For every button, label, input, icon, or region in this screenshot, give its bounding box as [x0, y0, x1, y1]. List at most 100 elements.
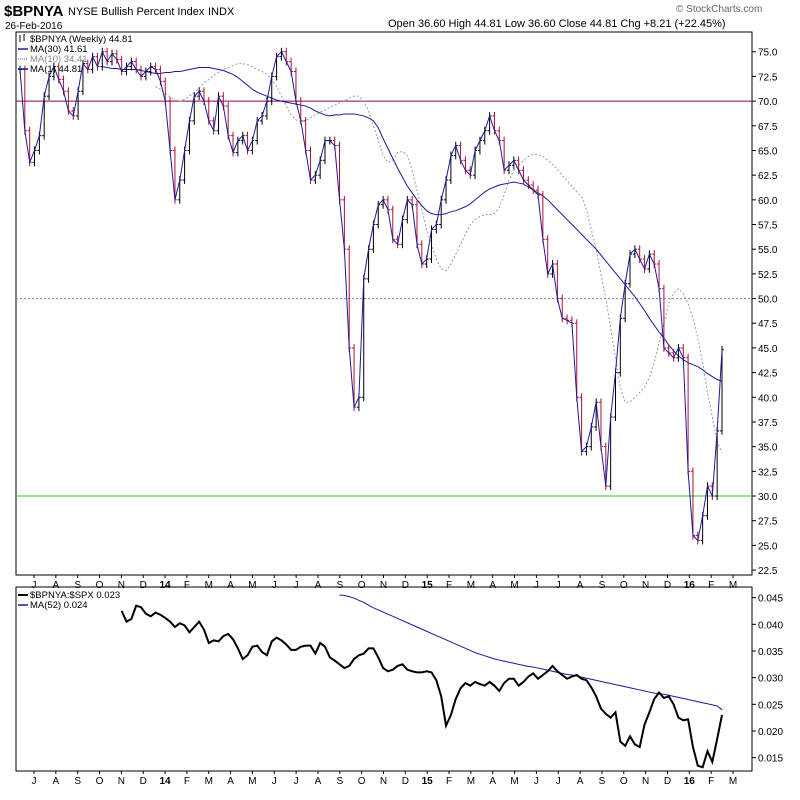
x-tick-label: D — [664, 776, 671, 787]
legend-label: $BPNYA (Weekly) 44.81 — [30, 34, 133, 45]
x-tick-label: J — [32, 776, 37, 787]
ohlc-bar — [690, 467, 695, 540]
ohlc-bar — [284, 47, 289, 66]
y-tick-label: 25.0 — [758, 541, 778, 552]
y-tick-label: 75.0 — [758, 48, 778, 59]
x-tick-label: M — [510, 580, 518, 591]
legend-label: MA(30) 41.61 — [30, 44, 88, 55]
ratio-line — [120, 604, 723, 769]
legend-label: $BPNYA:$SPX 0.023 — [30, 590, 120, 601]
y-tick-label: 65.0 — [758, 146, 778, 157]
ohlc-bar — [313, 171, 318, 185]
x-tick-label: O — [96, 776, 104, 787]
x-tick-label: O — [358, 580, 366, 591]
lower-panel: 0.045 0.040 0.035 0.030 0.025 0.020 0.015 — [15, 586, 783, 772]
legend-label: MA(52) 0.024 — [30, 600, 88, 611]
x-tick-label: A — [577, 580, 584, 591]
x-tick-label: N — [118, 776, 125, 787]
x-tick-label: 14 — [160, 580, 172, 591]
y-tick-label: 47.5 — [758, 319, 778, 330]
exchange: INDX — [208, 6, 235, 18]
x-tick-label: F — [184, 580, 190, 591]
y-tick-label: 55.0 — [758, 245, 778, 256]
x-tick-label: N — [118, 580, 125, 591]
x-tick-label: M — [248, 580, 256, 591]
ohlc-bar — [347, 245, 352, 352]
x-tick-label: A — [53, 580, 60, 591]
y-tick-label: 0.030 — [758, 674, 783, 685]
y-tick-label: 45.0 — [758, 344, 778, 355]
x-axis: J J A A S S O O N N D D 14 14 F F M M A A M M J J J J A A S S O O N N D D 15… — [32, 575, 737, 787]
x-tick-label: 15 — [422, 776, 434, 787]
x-tick-label: O — [620, 776, 628, 787]
chart-date: 26-Feb-2016 — [5, 21, 63, 32]
x-tick-label: M — [729, 580, 737, 591]
x-tick-label: J — [32, 580, 37, 591]
index-name: NYSE Bullish Percent Index — [68, 6, 205, 18]
ohlc-bar — [516, 156, 521, 175]
watermark: © StockCharts.com — [676, 4, 763, 15]
lower-panel-border — [15, 586, 753, 772]
x-tick-label: A — [489, 776, 496, 787]
x-tick-label: S — [336, 580, 343, 591]
x-tick-label: F — [184, 776, 190, 787]
y-tick-label: 30.0 — [758, 492, 778, 503]
x-tick-label: A — [489, 580, 496, 591]
ohlc-summary: Open 36.60 High 44.81 Low 36.60 Close 44… — [388, 18, 726, 30]
main-panel-border — [15, 31, 753, 576]
ohlc-bar — [148, 62, 153, 76]
y-tick-label: 62.5 — [758, 171, 778, 182]
x-tick-label: 16 — [684, 776, 696, 787]
legend-label: MA(10) 34.41 — [30, 54, 88, 65]
x-tick-label: J — [272, 580, 277, 591]
ohlc-bar — [22, 65, 27, 135]
ohlc-bar — [720, 345, 724, 435]
x-tick-label: J — [534, 776, 539, 787]
x-tick-label: M — [205, 776, 213, 787]
x-tick-label: S — [599, 776, 606, 787]
y-tick-label: 60.0 — [758, 196, 778, 207]
x-tick-label: A — [315, 776, 322, 787]
y-tick-label: 57.5 — [758, 221, 778, 232]
legend-item: MA(52) 0.024 — [18, 600, 88, 611]
x-tick-label: F — [446, 776, 452, 787]
x-tick-label: A — [315, 580, 322, 591]
y-tick-label: 52.5 — [758, 270, 778, 281]
x-tick-label: N — [642, 580, 649, 591]
x-tick-label: A — [53, 776, 60, 787]
x-tick-label: J — [556, 580, 561, 591]
y-tick-label: 0.045 — [758, 594, 783, 605]
y-tick-label: 67.5 — [758, 122, 778, 133]
x-tick-label: M — [248, 776, 256, 787]
legend-label: MA(1) 44.81 — [30, 64, 82, 75]
ma52-line — [339, 594, 723, 711]
x-tick-label: S — [336, 776, 343, 787]
ohlc-bar — [109, 49, 114, 66]
y-tick-label: 0.035 — [758, 647, 783, 658]
ma10-line — [155, 63, 723, 453]
x-tick-label: J — [294, 776, 299, 787]
y-tick-label: 50.0 — [758, 295, 778, 306]
ohlc-bar — [574, 319, 579, 402]
x-tick-label: N — [380, 776, 387, 787]
y-tick-label: 42.5 — [758, 369, 778, 380]
ma30-line — [102, 66, 723, 382]
y-tick-label: 27.5 — [758, 517, 778, 528]
legend-item: MA(30) 41.61 — [18, 44, 88, 55]
ohlc-bar — [114, 49, 119, 64]
ohlc-bar — [715, 426, 720, 500]
ohlc-bar — [260, 111, 265, 125]
ohlc-bar — [361, 274, 366, 402]
x-tick-label: S — [74, 580, 81, 591]
x-tick-label: O — [620, 580, 628, 591]
legend-item: MA(10) 34.41 — [18, 54, 88, 65]
main-panel: 75.0 72.5 70.0 67.5 65.0 62.5 60.0 57.5 55.0 52.5… — [15, 31, 778, 577]
y-tick-label: 0.015 — [758, 754, 783, 765]
symbol: $BPNYA — [4, 3, 64, 20]
x-tick-label: N — [642, 776, 649, 787]
y-tick-label: 22.5 — [758, 566, 778, 577]
legend-item: $BPNYA:$SPX 0.023 — [18, 590, 120, 601]
x-tick-label: 16 — [684, 580, 696, 591]
